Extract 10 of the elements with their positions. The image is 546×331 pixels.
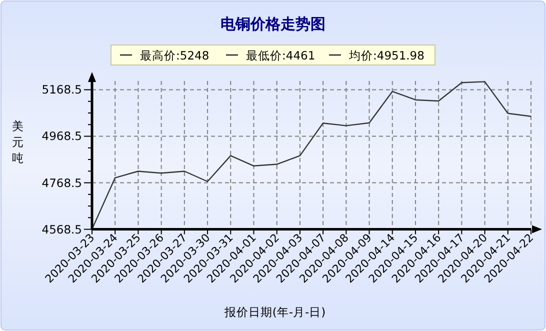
y-tick-label: 4968.5: [42, 129, 82, 144]
y-tick-label: 5168.5: [42, 82, 82, 97]
text: 均价:4951.98: [348, 48, 424, 62]
y-tick-label: 4568.5: [42, 222, 82, 236]
y-tick-label: 4768.5: [42, 176, 82, 190]
x-axis-title: 报价日期(年-月-日): [223, 305, 326, 319]
text: 最高价:5248: [140, 48, 210, 62]
y-axis-title: 美元吨: [12, 119, 24, 165]
text: 最低价:4461: [246, 48, 316, 62]
chart-title: 电铜价格走势图: [220, 15, 326, 33]
